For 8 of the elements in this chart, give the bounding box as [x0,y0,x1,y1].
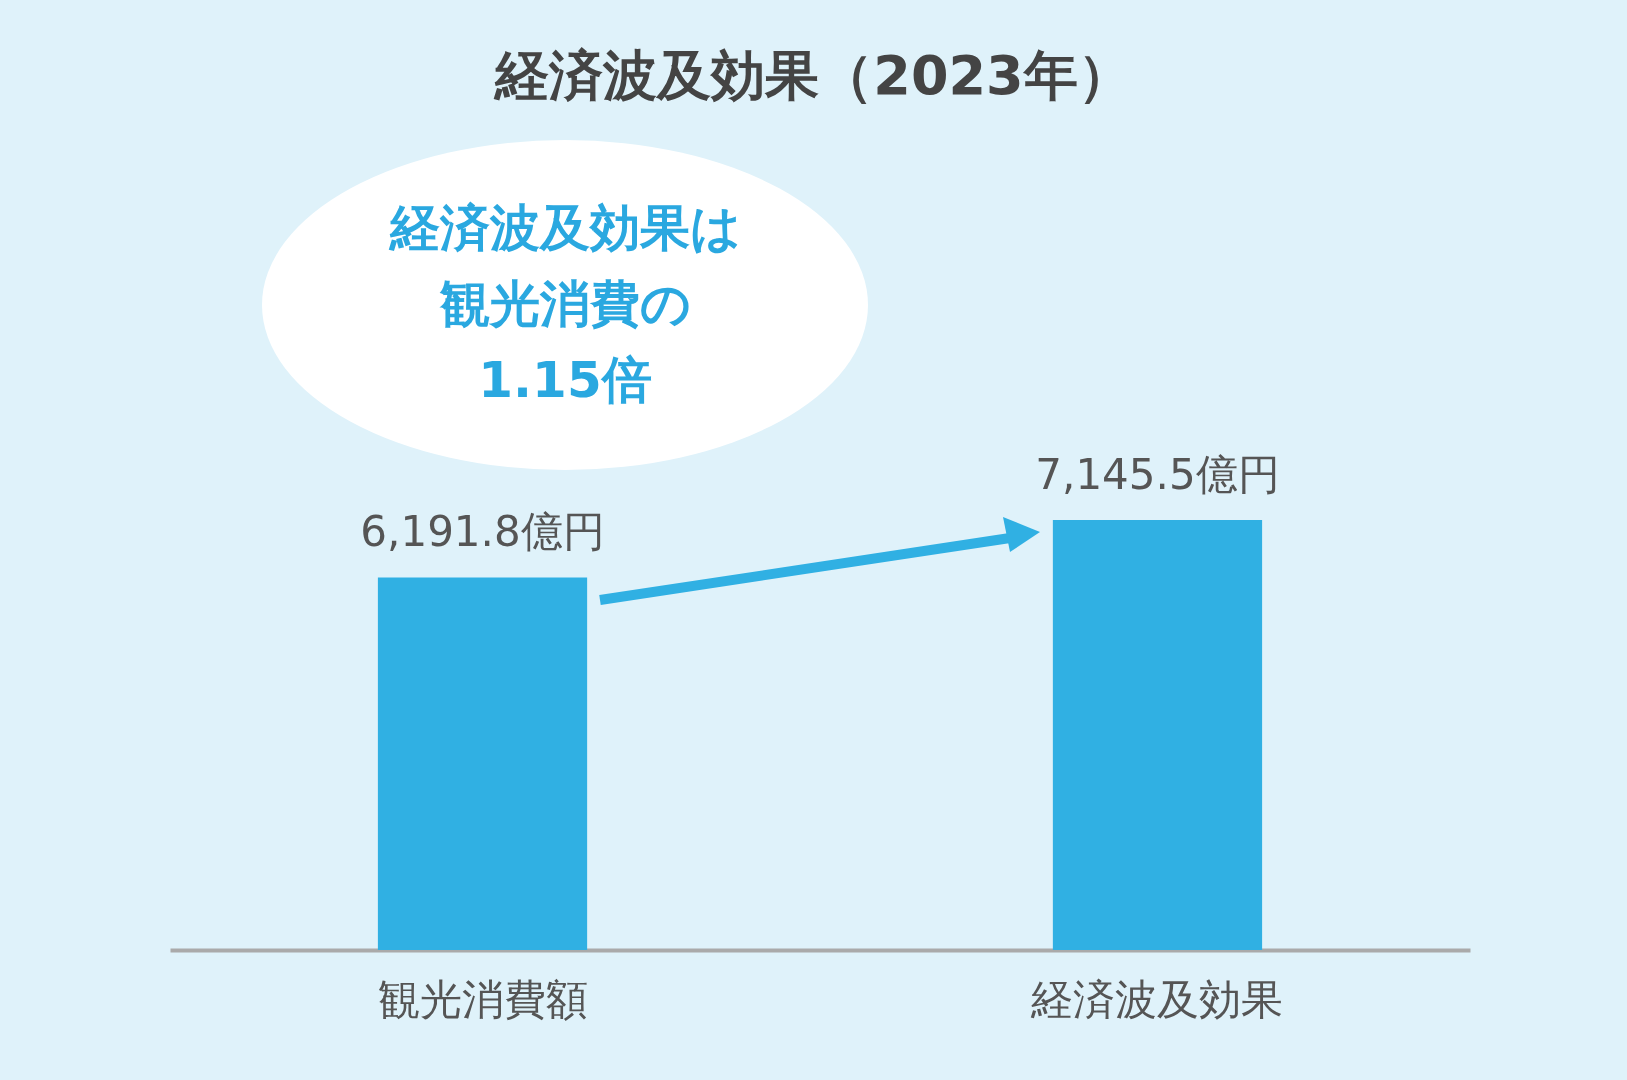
text: 経済波及効果は [388,198,742,259]
data-label: 6,191.8億円 [360,507,605,557]
x-tick-label: 観光消費額 [377,974,588,1024]
data-label: 7,145.5億円 [1035,450,1280,499]
text: 観光消費の [438,274,692,335]
x-tick-label: 経済波及効果 [1030,974,1284,1024]
text: 1.15倍 [477,350,653,411]
chart-title: 経済波及効果（2023年） [492,43,1133,109]
